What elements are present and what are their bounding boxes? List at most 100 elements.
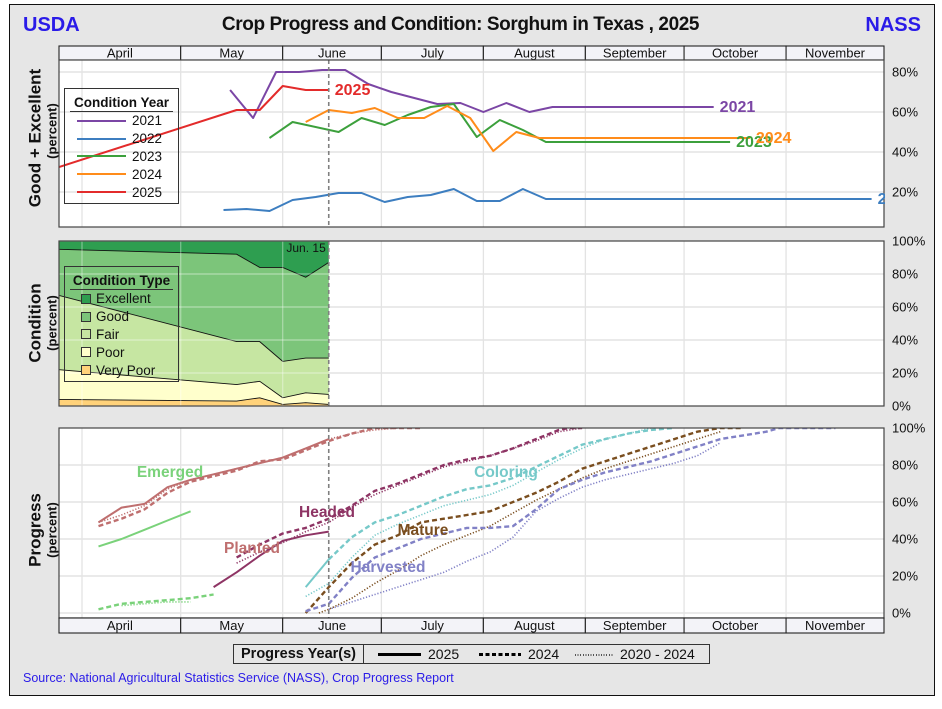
y-axis-title-good-excellent: Good + Excellent [25, 68, 44, 207]
plot-border [58, 240, 885, 407]
series-label-2023: 2023 [736, 134, 772, 151]
month-label: September [603, 45, 667, 60]
legend-items: Excellent Good Fair Poor Very Poor [65, 290, 178, 379]
y-axis-subtitle-percent: (percent) [44, 295, 59, 351]
panel-progress [58, 427, 885, 619]
legend-line-sample-solid [378, 653, 421, 656]
area-very-poor [59, 397, 329, 406]
legend-item-poor: Poor [65, 343, 178, 361]
progress-year-legend: Progress Year(s) 2025 2024 2020 - 2024 [233, 644, 710, 664]
legend-title: Progress Year(s) [241, 646, 356, 662]
stage-label-headed: Headed [299, 504, 355, 521]
legend-label: 2024 [132, 166, 163, 182]
month-header-cell: September [584, 617, 685, 634]
legend-label: 2024 [528, 646, 560, 662]
y-tick-label: 80% [892, 64, 918, 79]
month-cell-box [785, 617, 885, 634]
y-tick-label: 80% [892, 457, 918, 472]
y-axis-title-condition: Condition [25, 283, 44, 362]
grid [59, 60, 884, 227]
legend-label: Good [96, 309, 130, 325]
y-tick-label: 60% [892, 104, 918, 119]
month-label: November [805, 618, 866, 633]
plot-border [58, 59, 885, 228]
stage-label-planted: Planted [224, 540, 280, 557]
progress-line-harvested-dashed [305, 428, 836, 613]
y-tick-label: 20% [892, 184, 918, 199]
y-tick-label: 40% [892, 531, 918, 546]
legend-line-swatch [77, 155, 126, 158]
series-label-2024: 2024 [756, 130, 792, 147]
y-tick-label: 0% [892, 398, 911, 413]
month-label: November [805, 45, 866, 60]
legend-color-swatch [81, 311, 91, 322]
month-header-cell: July [380, 45, 484, 61]
good-excellent-line-2024 [305, 105, 750, 152]
month-label: October [712, 45, 759, 60]
area-excellent [59, 241, 329, 278]
condition-year-legend: Condition Year 2021 2022 2023 2024 2025 [64, 88, 179, 204]
legend-label: 2021 [132, 113, 163, 129]
month-axis-bottom: April May June July August September October No… [58, 617, 885, 634]
usda-logo-text: USDA [23, 14, 80, 36]
month-header-cell: May [180, 617, 284, 634]
month-header-cell: November [785, 617, 885, 634]
legend-label: 2022 [132, 131, 163, 147]
progress-line-emerged-dotted [121, 601, 191, 607]
y-tick-label: 100% [892, 420, 926, 435]
page-title: Crop Progress and Condition: Sorghum in … [221, 14, 700, 35]
legend-label: 2020 - 2024 [620, 646, 695, 662]
y-tick-label: 60% [892, 299, 918, 314]
legend-label: 2023 [132, 148, 163, 164]
stage-label-mature: Mature [398, 522, 449, 539]
legend-label: Excellent [96, 291, 151, 307]
legend-items: 2021 2022 2023 2024 2025 [65, 112, 178, 201]
legend-label: Fair [96, 326, 120, 342]
area-boundary-line [59, 397, 329, 405]
legend-line-swatch [77, 119, 126, 122]
panel-good-excellent [58, 59, 885, 228]
y-tick-label: 40% [892, 332, 918, 347]
month-header-cell: July [380, 617, 484, 634]
legend-item-2024: 2024 [65, 165, 178, 183]
month-label: August [514, 618, 555, 633]
progress-line-coloring-dashed [327, 428, 675, 561]
y-tick-label: 20% [892, 568, 918, 583]
month-header-cell: April [58, 45, 182, 61]
legend-item-2021: 2021 [65, 112, 178, 130]
month-header-cell: June [282, 45, 382, 61]
good-excellent-line-2023 [268, 103, 731, 143]
month-label: August [514, 45, 555, 60]
legend-line-sample-dashed [479, 653, 521, 656]
series-label-2025: 2025 [335, 82, 371, 99]
area-boundary-line [59, 294, 329, 362]
legend-line-swatch [77, 137, 126, 140]
series-label-2022: 2022 [878, 191, 914, 208]
month-label: June [318, 45, 346, 60]
y-axis-subtitle-percent: (percent) [44, 502, 59, 558]
y-tick-label: 80% [892, 266, 918, 281]
legend-color-swatch [81, 329, 91, 340]
condition-type-legend: Condition Type Excellent Good Fair Poor Very… [64, 266, 179, 382]
progress-line-harvested-dotted [328, 442, 721, 611]
y-tick-label: 100% [892, 233, 926, 248]
legend-label: Poor [96, 344, 125, 360]
month-header-cell: October [683, 45, 787, 61]
legend-item-very-poor: Very Poor [65, 361, 178, 379]
month-label: April [107, 618, 133, 633]
area-fair [59, 295, 329, 398]
month-header-cell: April [58, 617, 182, 634]
progress-line-coloring-solid [304, 558, 330, 588]
legend-color-swatch [81, 365, 91, 376]
progress-line-headed-dashed [236, 428, 583, 559]
legend-title: Condition Type [70, 273, 173, 290]
legend-label: 2025 [132, 184, 163, 200]
y-tick-label: 40% [892, 144, 918, 159]
legend-item-fair: Fair [65, 326, 178, 344]
legend-label: 2025 [428, 646, 460, 662]
legend-title: Condition Year [70, 95, 173, 112]
month-label: April [107, 45, 133, 60]
month-header-cell: May [180, 45, 284, 61]
